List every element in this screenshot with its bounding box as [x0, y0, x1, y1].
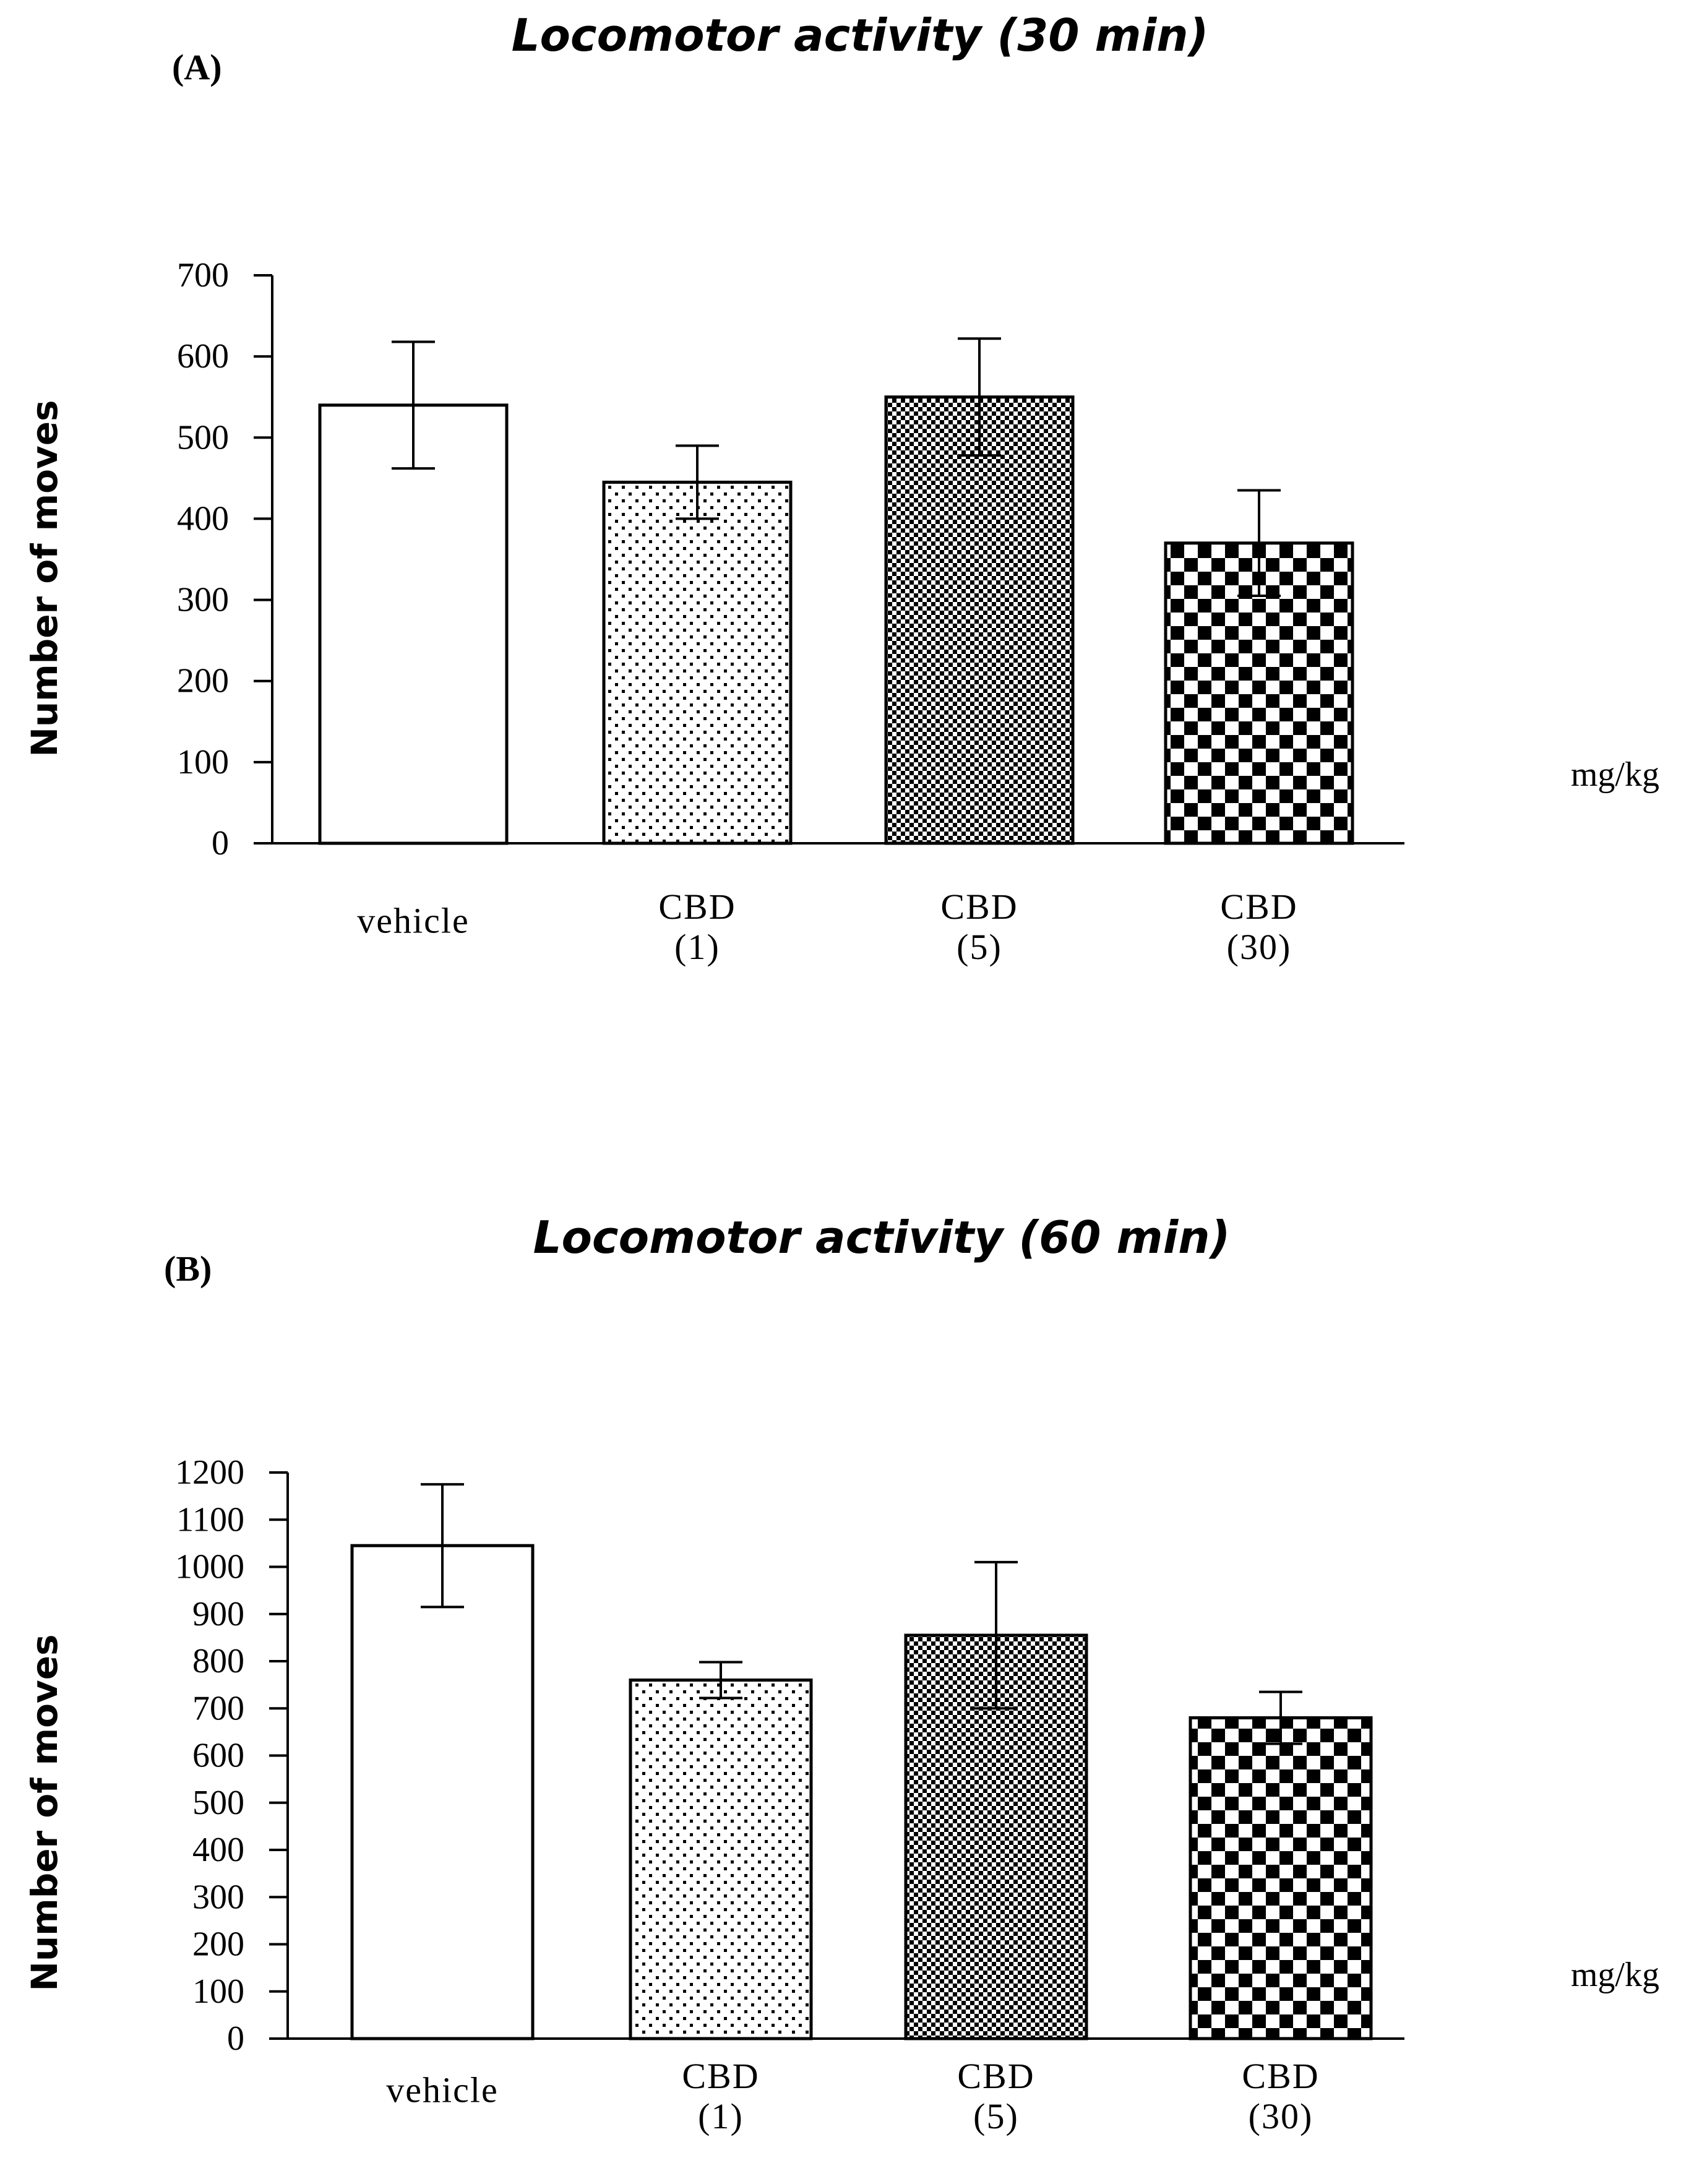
- x-category-label: (30): [1227, 927, 1292, 967]
- y-tick-label: 500: [177, 418, 229, 457]
- error-bar: [392, 340, 435, 470]
- panel-label: (B): [164, 1249, 212, 1289]
- x-category-label: CBD: [658, 887, 736, 927]
- y-tick-label: 1200: [175, 1453, 244, 1492]
- chart-title: Locomotor activity (30 min): [512, 9, 1209, 61]
- y-tick-label: 600: [177, 337, 229, 376]
- y-tick-label: 1000: [175, 1548, 244, 1586]
- y-tick-label: 100: [177, 743, 229, 781]
- error-bar: [974, 1560, 1018, 1710]
- bar: [318, 403, 509, 845]
- x-category-label: (1): [698, 2096, 744, 2136]
- panel-b: (B) Locomotor activity (60 min) Number o…: [24, 1211, 1659, 2136]
- y-axis-label: Number of moves: [24, 1634, 66, 1991]
- error-bar: [676, 444, 719, 520]
- y-tick-label: 600: [192, 1737, 244, 1775]
- plot-area: 0 100 200 300 400 500 600 700 800 900 1000 1100 1200…: [175, 1453, 1404, 2136]
- y-tick-label: 900: [192, 1595, 244, 1633]
- y-tick-label: 400: [192, 1831, 244, 1869]
- unit-label: mg/kg: [1571, 755, 1659, 794]
- error-bar: [1237, 489, 1281, 598]
- y-axis-label: Number of moves: [24, 400, 66, 757]
- x-category-label: (30): [1249, 2096, 1313, 2136]
- error-bar: [421, 1483, 464, 1609]
- x-category-label: (5): [973, 2096, 1019, 2136]
- y-tick-label: 1100: [176, 1500, 244, 1539]
- y-tick-label: 0: [227, 2019, 244, 2058]
- panel-a: (A) Locomotor activity (30 min) Number o…: [24, 9, 1659, 967]
- x-category-label: CBD: [957, 2056, 1034, 2096]
- y-tick-label: 0: [212, 824, 229, 862]
- bar: [629, 1679, 813, 2040]
- bar: [602, 480, 793, 845]
- bar: [884, 395, 1075, 845]
- panel-label: (A): [172, 47, 222, 87]
- x-category-label: CBD: [940, 887, 1018, 927]
- unit-label: mg/kg: [1571, 1956, 1659, 1994]
- x-category-label: CBD: [1242, 2056, 1319, 2096]
- y-tick-label: 800: [192, 1642, 244, 1680]
- error-bar: [958, 337, 1001, 457]
- y-tick-label: 300: [192, 1878, 244, 1916]
- y-tick-label: 500: [192, 1784, 244, 1822]
- x-category-label: (5): [957, 927, 1002, 967]
- bar: [1189, 1716, 1373, 2040]
- y-tick-label: 300: [177, 581, 229, 619]
- chart-title: Locomotor activity (60 min): [533, 1211, 1231, 1263]
- y-tick-label: 400: [177, 499, 229, 538]
- x-category-label: vehicle: [386, 2070, 498, 2110]
- x-category-label: CBD: [682, 2056, 759, 2096]
- x-category-label: (1): [674, 927, 720, 967]
- error-bar: [1259, 1690, 1302, 1745]
- y-tick-label: 700: [177, 256, 229, 294]
- y-tick-label: 200: [177, 662, 229, 700]
- y-tick-label: 100: [192, 1972, 244, 2011]
- y-tick-label: 700: [192, 1689, 244, 1727]
- x-category-label: CBD: [1220, 887, 1297, 927]
- y-tick-label: 200: [192, 1925, 244, 1964]
- x-category-label: vehicle: [357, 901, 469, 941]
- bar: [350, 1544, 535, 2040]
- error-bar: [699, 1661, 742, 1700]
